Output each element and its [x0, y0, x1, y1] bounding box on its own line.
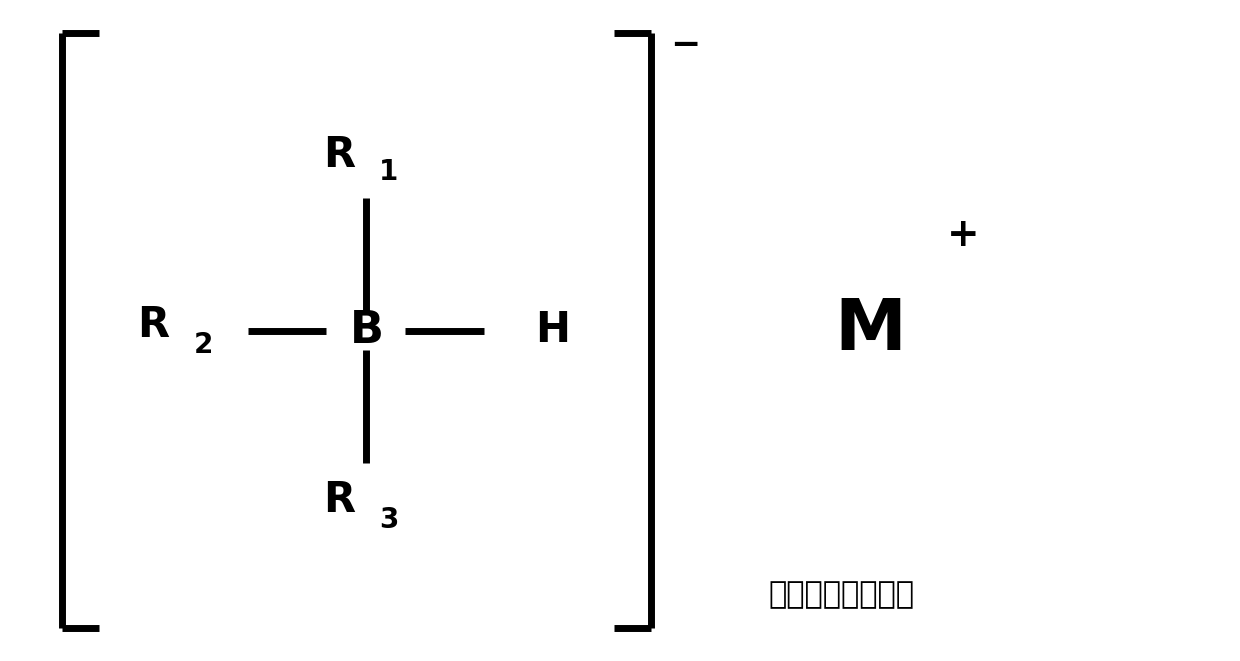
Text: $\mathbf{+}$: $\mathbf{+}$ — [946, 215, 976, 254]
Text: $\mathbf{R}$: $\mathbf{R}$ — [322, 479, 356, 522]
Text: $\mathbf{3}$: $\mathbf{3}$ — [378, 506, 398, 534]
Text: $\mathbf{-}$: $\mathbf{-}$ — [670, 26, 698, 60]
Text: $\mathbf{2}$: $\mathbf{2}$ — [192, 331, 212, 359]
Text: $\mathbf{B}$: $\mathbf{B}$ — [350, 309, 382, 352]
Text: ，（结构式一）；: ，（结构式一）； — [769, 580, 915, 609]
Text: $\mathbf{M}$: $\mathbf{M}$ — [835, 296, 901, 365]
Text: $\mathbf{R}$: $\mathbf{R}$ — [136, 304, 170, 346]
Text: $\mathbf{R}$: $\mathbf{R}$ — [322, 134, 356, 176]
Text: $\mathbf{H}$: $\mathbf{H}$ — [536, 309, 568, 352]
Text: $\mathbf{1}$: $\mathbf{1}$ — [378, 158, 398, 186]
